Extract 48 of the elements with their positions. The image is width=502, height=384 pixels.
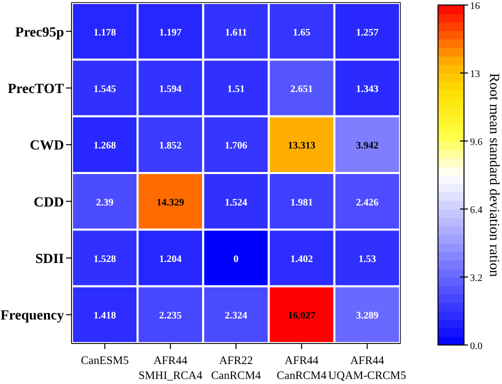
data-label: 3.942 bbox=[356, 140, 378, 152]
x-tick-label: AFR22 CanRCM4 bbox=[211, 355, 262, 382]
data-label: 1.65 bbox=[292, 27, 310, 38]
y-tick-label: PrecTOT bbox=[8, 82, 65, 97]
data-label: 1.197 bbox=[159, 27, 182, 38]
data-label: 1.418 bbox=[94, 310, 116, 322]
data-label: 1.51 bbox=[227, 84, 245, 95]
y-tick-label: CDD bbox=[34, 195, 64, 210]
data-label: 1.852 bbox=[159, 140, 182, 152]
color-bar-label: 6.4 bbox=[470, 205, 482, 216]
data-label: 1.981 bbox=[290, 197, 313, 208]
color-bar-label: 13 bbox=[470, 69, 480, 80]
x-tick-label: AFR44 SMHI_RCA4 bbox=[138, 355, 203, 382]
data-label: 2.426 bbox=[356, 197, 378, 208]
y-tick-label: SDII bbox=[35, 252, 64, 267]
data-label: 1.524 bbox=[224, 197, 248, 208]
data-label: 1.594 bbox=[159, 84, 182, 95]
x-tick-label: AFR44 UQAM-CRCM5 bbox=[328, 355, 406, 382]
data-label: 14.329 bbox=[156, 197, 184, 208]
y-tick-label: Frequency bbox=[0, 308, 64, 324]
y-tick-label: CWD bbox=[30, 138, 64, 154]
color-bar-label: 3.2 bbox=[470, 273, 482, 284]
data-label: 16.027 bbox=[288, 310, 316, 322]
color-bar-title: Root mean standard deviation ration bbox=[486, 73, 501, 277]
data-label: 1.53 bbox=[358, 254, 376, 265]
data-label: 13.313 bbox=[288, 140, 316, 152]
data-label: 2.39 bbox=[96, 197, 114, 208]
data-label: 1.178 bbox=[94, 27, 116, 38]
x-tick-label: CanESM5 bbox=[80, 355, 130, 367]
data-label: 2.651 bbox=[290, 84, 313, 95]
data-label: 3.289 bbox=[356, 310, 378, 322]
color-bar-label: 9.6 bbox=[470, 137, 482, 148]
data-label: 2.324 bbox=[224, 310, 248, 322]
data-label: 1.545 bbox=[94, 84, 116, 95]
data-label: 1.204 bbox=[159, 254, 182, 265]
data-label: 1.268 bbox=[94, 140, 116, 152]
data-label: 2.235 bbox=[159, 310, 182, 322]
color-bar-label: 0.0 bbox=[470, 341, 482, 352]
color-bar-label: 16 bbox=[470, 1, 480, 12]
data-label: 1.257 bbox=[356, 27, 378, 38]
x-tick-label: AFR44 CanRCM4 bbox=[276, 355, 327, 382]
data-label: 1.611 bbox=[225, 27, 247, 38]
data-label: 1.706 bbox=[224, 140, 248, 152]
data-label: 1.402 bbox=[290, 254, 313, 265]
data-label: 1.343 bbox=[356, 84, 378, 95]
data-label: 0 bbox=[234, 254, 238, 265]
data-label: 1.528 bbox=[94, 254, 116, 265]
y-tick-label: Prec95p bbox=[15, 25, 64, 40]
